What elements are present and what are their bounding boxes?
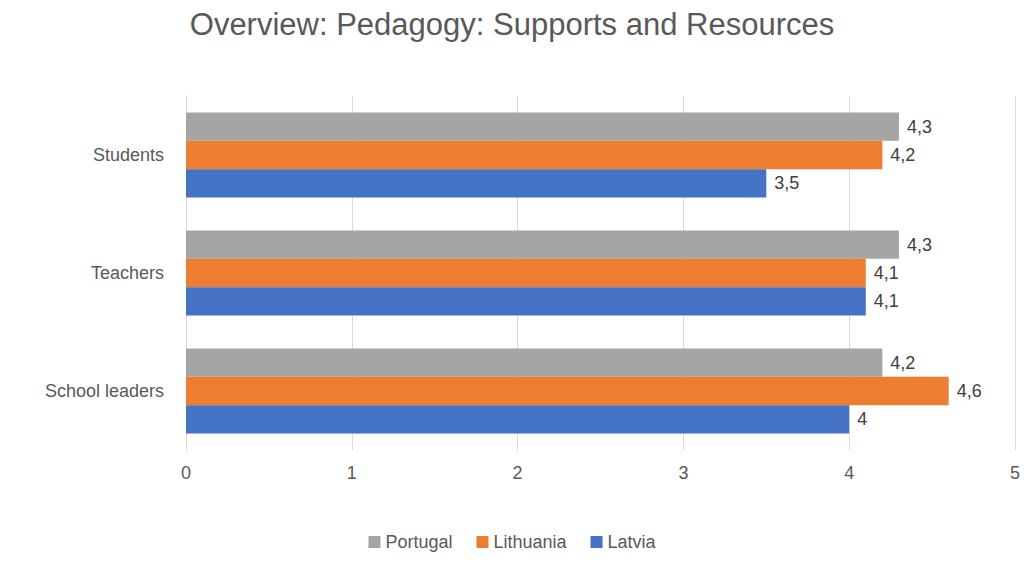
svg-text:4,1: 4,1 <box>874 291 899 311</box>
svg-text:4: 4 <box>857 409 867 429</box>
svg-text:Latvia: Latvia <box>608 532 657 552</box>
svg-text:Portugal: Portugal <box>385 532 452 552</box>
svg-text:1: 1 <box>347 463 357 483</box>
svg-text:4,2: 4,2 <box>890 145 915 165</box>
svg-text:0: 0 <box>181 463 191 483</box>
svg-text:4: 4 <box>844 463 854 483</box>
svg-text:4,2: 4,2 <box>890 353 915 373</box>
svg-text:5: 5 <box>1010 463 1020 483</box>
svg-text:Lithuania: Lithuania <box>493 532 567 552</box>
svg-text:3,5: 3,5 <box>774 173 799 193</box>
svg-text:Overview: Pedagogy: Supports a: Overview: Pedagogy: Supports and Resourc… <box>190 7 834 42</box>
svg-text:3: 3 <box>678 463 688 483</box>
svg-text:4,3: 4,3 <box>907 117 932 137</box>
svg-text:Teachers: Teachers <box>91 263 164 283</box>
svg-text:School leaders: School leaders <box>45 381 164 401</box>
svg-text:2: 2 <box>513 463 523 483</box>
svg-text:4,3: 4,3 <box>907 235 932 255</box>
svg-text:4,6: 4,6 <box>957 381 982 401</box>
svg-text:Students: Students <box>93 145 164 165</box>
svg-text:4,1: 4,1 <box>874 263 899 283</box>
